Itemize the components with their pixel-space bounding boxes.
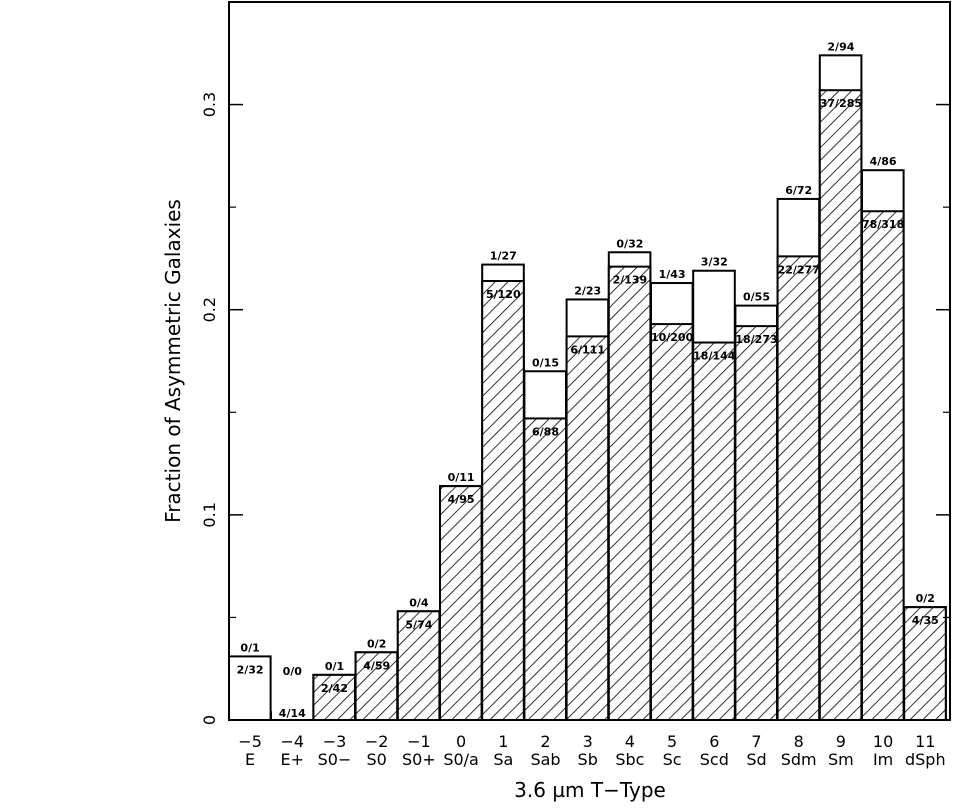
bar-label-outer-10: 0/32	[616, 237, 643, 250]
bar-label-outer-9: 2/23	[574, 284, 601, 297]
bar-label-outer-13: 0/55	[743, 291, 770, 304]
y-tick-label-2: 0.1	[200, 502, 219, 527]
bars-layer: 2/32 0/1 4/14 0/0 2/42 0/1 4/59 0/2 5/74 0/4 4/95 0…	[228, 40, 947, 722]
x-tick-class-13: Sd	[746, 750, 766, 769]
x-tick-ttype-16: 10	[873, 732, 893, 751]
hatched-bar-16	[861, 210, 905, 721]
x-tick-ttype-10: 4	[625, 732, 635, 751]
x-tick-class-6: S0/a	[443, 750, 479, 769]
x-tick-ttype-4: −2	[365, 732, 389, 751]
bar-label-outer-14: 6/72	[785, 184, 812, 197]
hatched-bar-13	[734, 325, 779, 721]
x-tick-class-3: S0−	[318, 750, 352, 769]
hatched-bar-4	[354, 651, 399, 721]
x-tick-class-15: Sm	[828, 750, 854, 769]
bar-label-inner-17: 4/35	[912, 614, 939, 627]
x-tick-class-9: Sb	[578, 750, 598, 769]
x-tick-ttype-1: −5	[238, 732, 262, 751]
hatched-bar-3	[312, 673, 356, 722]
x-tick-class-12: Scd	[700, 750, 729, 769]
x-tick-class-10: Sbc	[615, 750, 644, 769]
x-tick-ttype-15: 9	[836, 732, 846, 751]
bar-label-inner-11: 10/200	[651, 331, 694, 344]
x-tick-class-5: S0+	[402, 750, 436, 769]
hatched-bar-9	[565, 335, 610, 721]
y-tick-label-4: 0.3	[200, 92, 219, 117]
x-tick-class-2: E+	[281, 750, 305, 769]
x-tick-ttype-14: 8	[794, 732, 804, 751]
hatched-bar-14	[776, 255, 821, 721]
bar-label-inner-8: 6/88	[532, 425, 559, 438]
bar-label-outer-1: 0/1	[240, 641, 259, 654]
x-tick-ttype-12: 6	[709, 732, 719, 751]
bar-label-inner-14: 22/277	[778, 263, 820, 276]
bar-label-inner-1: 2/32	[237, 663, 264, 676]
bar-label-inner-13: 18/273	[735, 333, 777, 346]
x-tick-class-7: Sa	[493, 750, 513, 769]
x-tick-ttype-2: −4	[281, 732, 305, 751]
hatched-bar-15	[818, 89, 863, 721]
x-tick-class-8: Sab	[530, 750, 560, 769]
bar-label-outer-16: 4/86	[870, 155, 897, 168]
bar-label-inner-5: 5/74	[405, 618, 432, 631]
x-axis-title: 3.6 µm T−Type	[514, 778, 666, 802]
x-tick-class-1: E	[245, 750, 255, 769]
y-tick-label-3: 0.2	[200, 297, 219, 322]
bar-label-outer-7: 1/27	[490, 250, 517, 263]
x-tick-ttype-9: 3	[583, 732, 593, 751]
hatched-bar-7	[481, 279, 525, 721]
bar-label-outer-12: 3/32	[701, 256, 728, 269]
x-tick-ttype-13: 7	[751, 732, 761, 751]
bar-label-inner-2: 4/14	[279, 707, 306, 720]
x-tick-ttype-8: 2	[540, 732, 550, 751]
x-tick-class-4: S0	[367, 750, 387, 769]
hatched-bar-5	[396, 610, 441, 722]
x-tick-ttype-5: −1	[407, 732, 431, 751]
hatched-bar-8	[523, 417, 568, 721]
envelope-bar-1	[228, 655, 272, 721]
bar-label-inner-3: 2/42	[321, 682, 348, 695]
bar-label-inner-7: 5/120	[486, 288, 521, 301]
hatched-bar-10	[607, 265, 652, 721]
bar-label-inner-16: 78/318	[862, 218, 904, 231]
bar-label-outer-11: 1/43	[659, 268, 686, 281]
bar-label-inner-6: 4/95	[448, 493, 475, 506]
x-tick-ttype-6: 0	[456, 732, 466, 751]
x-tick-ttype-3: −3	[323, 732, 347, 751]
y-tick-label-1: 0	[200, 715, 219, 725]
bar-label-outer-8: 0/15	[532, 356, 559, 369]
x-tick-class-11: Sc	[663, 750, 682, 769]
x-tick-class-16: Im	[873, 750, 893, 769]
bar-label-inner-9: 6/111	[570, 343, 605, 356]
bar-label-outer-6: 0/11	[448, 471, 475, 484]
bar-label-inner-10: 2/139	[613, 274, 648, 287]
hatched-bar-17	[903, 606, 947, 722]
x-tick-ttype-11: 5	[667, 732, 677, 751]
x-tick-ttype-7: 1	[498, 732, 508, 751]
x-tick-class-14: Sdm	[781, 750, 817, 769]
bar-label-outer-15: 2/94	[827, 40, 854, 53]
bar-label-outer-3: 0/1	[325, 660, 344, 673]
y-axis-title: Fraction of Asymmetric Galaxies	[161, 199, 185, 523]
hatched-bar-6	[439, 485, 483, 721]
bar-label-outer-4: 0/2	[367, 637, 386, 650]
bar-label-inner-15: 37/285	[820, 97, 862, 110]
hatched-bar-12	[692, 341, 736, 721]
bar-label-outer-2: 0/0	[283, 665, 303, 678]
x-tick-ttype-17: 11	[915, 732, 935, 751]
hatched-bar-11	[650, 323, 694, 721]
bar-label-outer-17: 0/2	[916, 592, 935, 605]
axes-layer: −5E−4E+−3S0−−2S0−1S0+0S0/a1Sa2Sab3Sb4Sbc…	[200, 92, 950, 769]
bar-label-outer-5: 0/4	[409, 596, 429, 609]
x-tick-class-17: dSph	[905, 750, 946, 769]
bar-label-inner-4: 4/59	[363, 659, 390, 672]
bar-label-inner-12: 18/144	[693, 350, 736, 363]
